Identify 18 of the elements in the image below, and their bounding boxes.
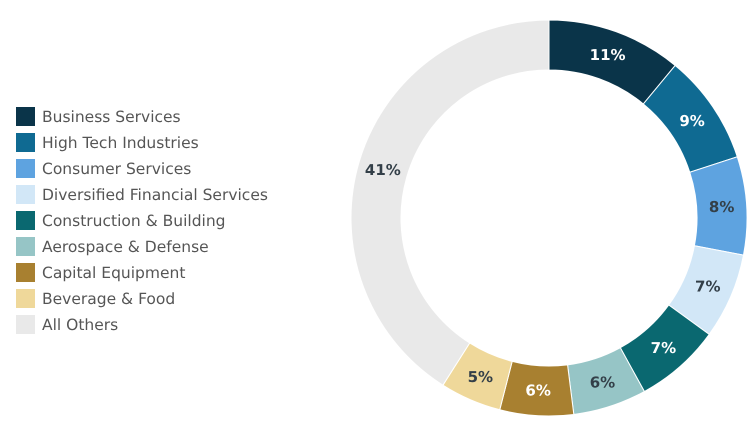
data-label: 6% <box>590 374 616 392</box>
legend-label: Business Services <box>42 108 181 126</box>
data-label: 8% <box>708 198 734 216</box>
legend-label: Capital Equipment <box>42 264 186 282</box>
data-label: 11% <box>590 46 626 64</box>
data-label: 5% <box>468 368 494 386</box>
legend-label: Aerospace & Defense <box>42 238 209 256</box>
data-label: 9% <box>679 112 705 130</box>
data-label: 6% <box>525 382 551 400</box>
data-label: 41% <box>364 160 401 179</box>
legend-label: Beverage & Food <box>42 290 176 308</box>
legend-label: Consumer Services <box>42 160 192 178</box>
data-label: 7% <box>695 278 721 296</box>
legend-label: High Tech Industries <box>42 134 199 152</box>
legend-label: All Others <box>42 316 118 334</box>
data-label: 7% <box>650 338 676 357</box>
legend-label: Construction & Building <box>42 212 226 230</box>
legend-label: Diversified Financial Services <box>42 186 268 204</box>
